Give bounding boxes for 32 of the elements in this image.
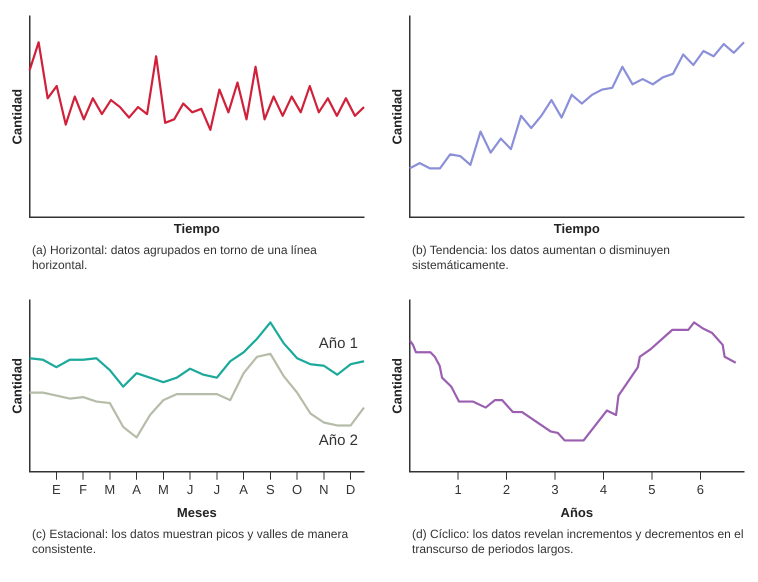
x-tick-label: M xyxy=(104,482,116,498)
x-tick-label: 2 xyxy=(502,482,510,498)
x-tick-label: 4 xyxy=(600,482,608,498)
x-axis-title: Meses xyxy=(176,504,217,520)
x-tick-label: J xyxy=(214,482,220,498)
x-axis-title: Tiempo xyxy=(174,220,220,236)
x-tick-label: D xyxy=(346,482,356,498)
text: (b) Tendencia: los datos aumentan o disminuyen sistemáticamente. xyxy=(411,242,671,273)
x-tick-label: O xyxy=(292,482,302,498)
x-axis-title: Años xyxy=(560,504,594,520)
x-tick-label: 3 xyxy=(551,482,559,498)
x-tick-label: J xyxy=(186,482,194,498)
series-label: Año 2 xyxy=(318,432,358,450)
x-tick-label: E xyxy=(52,482,62,498)
y-axis-title: Cantidad xyxy=(389,88,404,145)
y-axis-title: Cantidad xyxy=(9,358,24,414)
text: (d) Cíclico: los datos revelan incrementos y decrementos en el transcurso de periodos largos. xyxy=(411,526,744,557)
series-label: Año 1 xyxy=(318,334,358,352)
y-axis-title: Cantidad xyxy=(389,358,404,414)
text: (c) Estacional: los datos muestran picos y valles de manera consistente. xyxy=(31,526,350,557)
x-tick-label: S xyxy=(266,482,276,498)
y-axis-title: Cantidad xyxy=(9,88,24,145)
x-tick-label: 5 xyxy=(648,482,656,498)
x-tick-label: F xyxy=(79,482,88,498)
x-axis-title: Tiempo xyxy=(554,220,600,236)
x-tick-label: A xyxy=(132,482,142,498)
x-tick-label: 1 xyxy=(454,482,462,498)
x-tick-label: N xyxy=(319,482,329,498)
x-tick-label: A xyxy=(239,482,248,498)
x-tick-label: M xyxy=(158,482,169,498)
x-tick-label: 6 xyxy=(696,482,704,498)
text: (a) Horizontal: datos agrupados en torno de una línea horizontal. xyxy=(31,242,318,273)
